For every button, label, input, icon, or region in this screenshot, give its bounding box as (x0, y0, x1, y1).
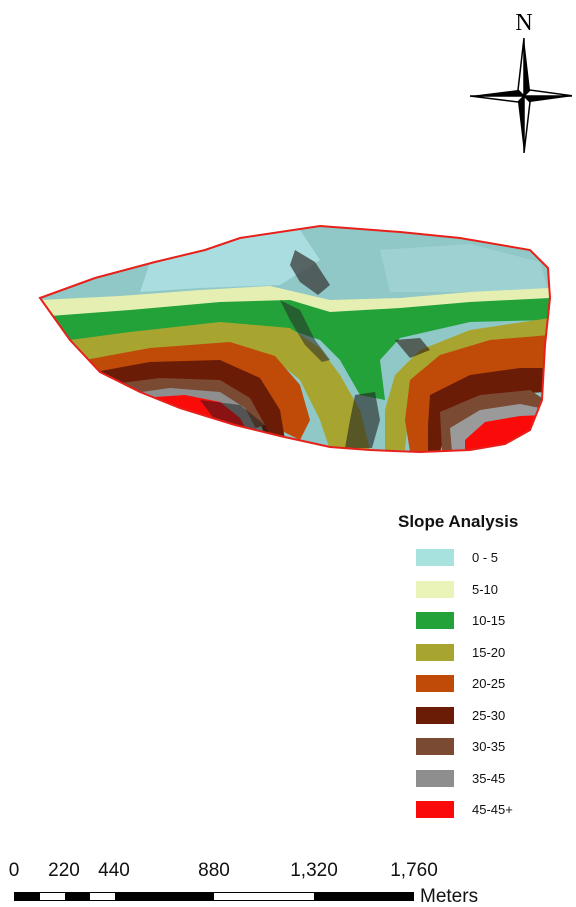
scale-bar-segment (214, 893, 314, 900)
scale-tick-label: 1,320 (290, 860, 338, 881)
legend-label: 0 - 5 (472, 550, 499, 566)
legend-item: 25-30 (394, 700, 564, 732)
site-boundary (38, 224, 552, 454)
legend-label: 45-45+ (472, 802, 513, 818)
legend-item: 15-20 (394, 637, 564, 669)
legend-title: Slope Analysis (398, 512, 519, 531)
scale-bar-segment (313, 893, 413, 900)
legend-swatch (416, 801, 454, 819)
legend-label: 5-10 (472, 581, 499, 597)
scale-tick-label: 880 (198, 860, 230, 881)
north-arrow: N (462, 8, 575, 154)
legend-swatch (416, 643, 454, 661)
legend-swatch (416, 769, 454, 787)
legend-label: 35-45 (472, 770, 506, 786)
scale-bar-segment (89, 893, 115, 900)
compass-rose-icon: N (469, 10, 575, 154)
legend-rows: 0 - 5 5-10 10-15 15-20 20-25 25-30 30-35 35-45 4… (394, 542, 564, 826)
legend-item: 35-45 (394, 763, 564, 795)
legend-item: 20-25 (394, 668, 564, 700)
legend-item: 30-35 (394, 731, 564, 763)
scale-bar-segment (39, 893, 65, 900)
scale-bar-strip (14, 892, 414, 901)
legend-swatch (416, 675, 454, 693)
north-label: N (515, 10, 532, 36)
legend: Slope Analysis 0 - 5 5-10 10-15 15-20 20-25 2… (394, 512, 564, 826)
scale-units-label: Meters (420, 886, 479, 907)
scale-tick-label: 440 (98, 860, 130, 881)
legend-item: 5-10 (394, 574, 564, 606)
legend-swatch (416, 738, 454, 756)
legend-swatch (416, 580, 454, 598)
scale-bar-segment (114, 893, 214, 900)
legend-item: 45-45+ (394, 794, 564, 826)
legend-swatch (416, 549, 454, 567)
slope-zones (40, 226, 550, 452)
legend-label: 10-15 (472, 613, 506, 629)
scale-bar-segment (64, 893, 90, 900)
legend-swatch (416, 706, 454, 724)
legend-label: 30-35 (472, 739, 506, 755)
scale-bar-segment (15, 893, 40, 900)
legend-label: 25-30 (472, 707, 506, 723)
legend-item: 0 - 5 (394, 542, 564, 574)
scale-tick-label: 1,760 (390, 860, 438, 881)
scale-tick-label: 0 (8, 860, 20, 881)
scale-tick-label: 220 (48, 860, 80, 881)
scale-bar: 0 220 440 880 1,320 1,760 Meters (0, 860, 576, 907)
legend-label: 20-25 (472, 676, 506, 692)
legend-item: 10-15 (394, 605, 564, 637)
legend-label: 15-20 (472, 644, 506, 660)
legend-swatch (416, 612, 454, 630)
